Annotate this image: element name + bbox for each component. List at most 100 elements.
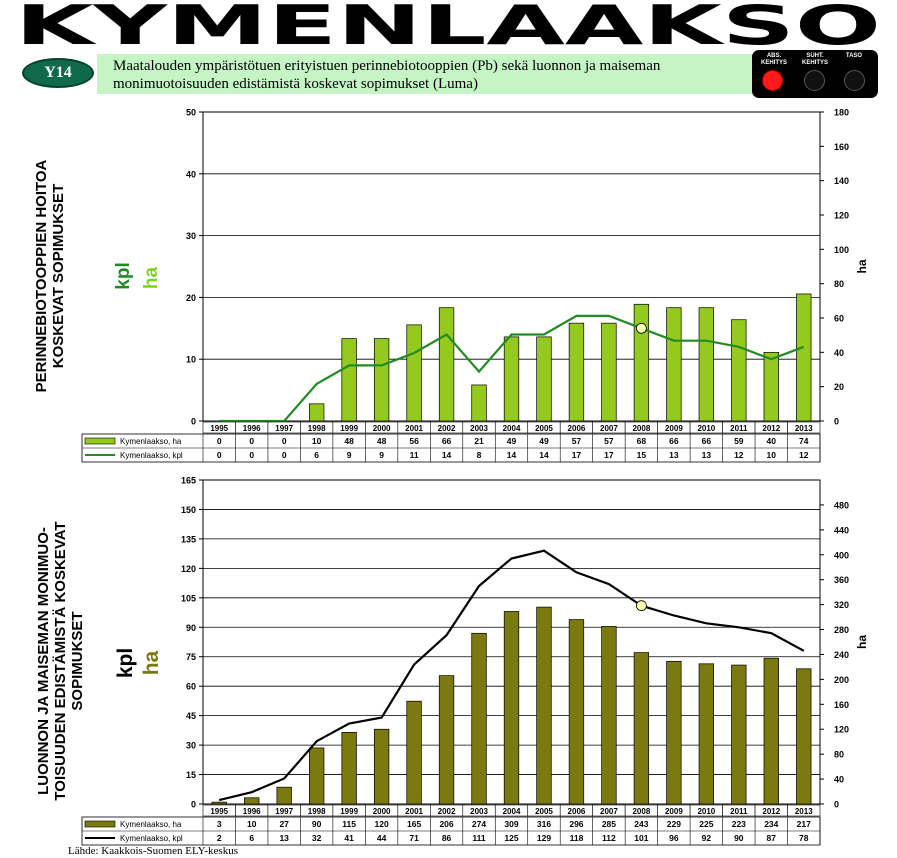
bottom-chart-left-tick-label: 150 — [181, 505, 196, 515]
bottom-chart-table-value-line: 118 — [570, 833, 584, 843]
bottom-chart-table-value-bar: 243 — [634, 819, 648, 829]
bottom-chart-table-value-bar: 223 — [732, 819, 746, 829]
bottom-chart-data-table — [81, 816, 821, 846]
page-title: KYMENLAAKSO — [15, 0, 881, 48]
top-chart-table-value-bar: 0 — [249, 436, 254, 446]
top-chart-year-cell — [494, 421, 529, 434]
bottom-chart-year-cell — [722, 804, 756, 817]
top-chart-right-tick-label: 80 — [834, 279, 844, 289]
bottom-chart-category-label: 2000 — [373, 807, 391, 816]
banner-title: KYMENLAAKSO — [15, 0, 881, 48]
top-chart-category-label: 2005 — [535, 424, 553, 433]
indicator-label-suht-line2: KEHITYS — [801, 60, 828, 66]
bottom-chart-year-cell — [527, 804, 561, 817]
bottom-chart-year-cell — [494, 804, 529, 817]
bottom-chart-line-series — [218, 549, 805, 802]
bottom-chart-bar — [341, 731, 357, 805]
bottom-chart-left-tick-label: 120 — [181, 564, 196, 574]
bottom-chart-table-value-bar: 165 — [407, 819, 421, 829]
bottom-chart-bar — [763, 657, 779, 805]
bottom-chart-bar — [438, 675, 455, 805]
bottom-chart-right-tick-label: 40 — [834, 775, 844, 785]
bottom-chart-table-value-bar: 296 — [569, 819, 583, 829]
top-chart-category-label: 2007 — [600, 424, 618, 433]
top-chart-year-cell — [527, 421, 561, 434]
bottom-chart-bar — [471, 632, 487, 805]
bottom-chart-year-cell — [592, 804, 626, 817]
top-chart-table-value-bar: 0 — [217, 436, 222, 446]
bottom-chart-table-value-line: 87 — [767, 833, 777, 843]
bottom-chart-bar — [503, 611, 520, 805]
top-chart-category-label: 2009 — [665, 424, 683, 433]
subtitle-line-2: monimuotoisuuden edistämistä koskevat so… — [113, 76, 478, 92]
bottom-chart-table-value-bar: 27 — [279, 819, 289, 829]
top-chart-table-value-line: 9 — [347, 450, 352, 460]
top-chart-table-value-bar: 57 — [604, 436, 614, 446]
top-chart-right-tick-label: 60 — [834, 314, 844, 324]
bottom-chart-category-label: 1996 — [243, 807, 261, 816]
indicator-label-taso: TASO — [834, 53, 874, 60]
bottom-chart-table-value-line: 112 — [602, 833, 616, 843]
top-chart-bar — [601, 322, 617, 422]
top-chart-table-value-bar: 49 — [507, 436, 517, 446]
bottom-chart-table-value-bar: 90 — [312, 819, 322, 829]
bottom-chart-year-cell — [462, 804, 496, 817]
bottom-chart-line-point-highlight — [635, 600, 647, 612]
bottom-chart-year-cell — [657, 804, 691, 817]
top-chart-category-label: 1999 — [340, 424, 358, 433]
bottom-chart-ylabel-kpl: kpl — [114, 647, 137, 679]
top-chart-table-value-bar: 66 — [669, 436, 679, 446]
top-chart-year-cell — [397, 421, 431, 434]
top-chart-table-value-bar: 56 — [409, 436, 419, 446]
bottom-chart-bar — [731, 664, 747, 805]
bottom-chart-bar — [276, 786, 292, 805]
bottom-chart-year-cell — [624, 804, 658, 817]
top-chart-category-label: 1996 — [243, 424, 261, 433]
bottom-chart-bar — [211, 801, 227, 805]
bottom-chart-right-tick-label: 360 — [834, 575, 849, 585]
top-chart-right-tick-label: 0 — [834, 417, 839, 427]
bottom-chart-table-value-line: 86 — [442, 833, 452, 843]
indicator-code-badge: Y14 — [22, 58, 94, 88]
top-chart-bar — [438, 307, 455, 422]
top-chart-ylabel-ha: ha — [141, 266, 162, 290]
top-chart-left-tick-label: 30 — [186, 231, 196, 241]
bottom-chart-table-value-line: 78 — [799, 833, 809, 843]
trend-indicator-panel: ABS. KEHITYS SUHT. KEHITYS TASO — [752, 50, 878, 98]
top-chart-table-value-line: 0 — [217, 450, 222, 460]
top-chart-table-value-line: 9 — [379, 450, 384, 460]
bottom-chart-table-value-line: 90 — [734, 833, 744, 843]
bottom-chart-left-tick-label: 30 — [186, 741, 196, 751]
top-chart-year-cell — [722, 421, 756, 434]
bottom-chart-year-cell — [235, 804, 269, 817]
top-chart-legend-bar-label: Kymenlaakso, ha — [120, 437, 182, 446]
top-chart-table-value-line: 14 — [507, 450, 517, 460]
top-chart-category-label: 2013 — [795, 424, 813, 433]
bottom-chart-right-tick-label: 400 — [834, 550, 849, 560]
top-chart-bar — [503, 336, 520, 422]
bottom-chart-table-value-line: 125 — [504, 833, 518, 843]
bottom-chart-right-tick-label: 80 — [834, 750, 844, 760]
top-chart-year-cell — [559, 421, 593, 434]
bottom-chart-category-label: 2002 — [438, 807, 456, 816]
top-chart-category-label: 1995 — [210, 424, 228, 433]
bottom-chart-table-value-bar: 225 — [699, 819, 713, 829]
bottom-chart-left-tick-label: 45 — [186, 711, 196, 721]
top-chart-category-label: 2010 — [697, 424, 715, 433]
bottom-chart-right-tick-label: 160 — [834, 700, 849, 710]
bottom-chart-table-value-bar: 234 — [764, 819, 778, 829]
top-chart-table-value-line: 15 — [637, 450, 647, 460]
indicator-label-abs-line1: ABS. — [766, 53, 782, 59]
bottom-chart-table-value-bar: 217 — [797, 819, 811, 829]
bottom-chart-left-tick-label: 0 — [191, 800, 196, 810]
indicator-label-taso-line1: TASO — [845, 53, 863, 59]
bottom-chart-table-value-bar: 115 — [342, 819, 356, 829]
top-chart-table-value-line: 12 — [799, 450, 809, 460]
top-chart-right-tick-label: 140 — [834, 176, 849, 186]
bottom-chart-right-axis-label: ha — [855, 635, 869, 649]
top-chart-year-cell — [235, 421, 269, 434]
top-chart-year-cell — [754, 421, 788, 434]
top-chart-line-point-highlight — [635, 322, 647, 334]
top-chart-legend-bar-swatch — [84, 437, 116, 445]
bottom-chart-category-label: 1999 — [340, 807, 358, 816]
